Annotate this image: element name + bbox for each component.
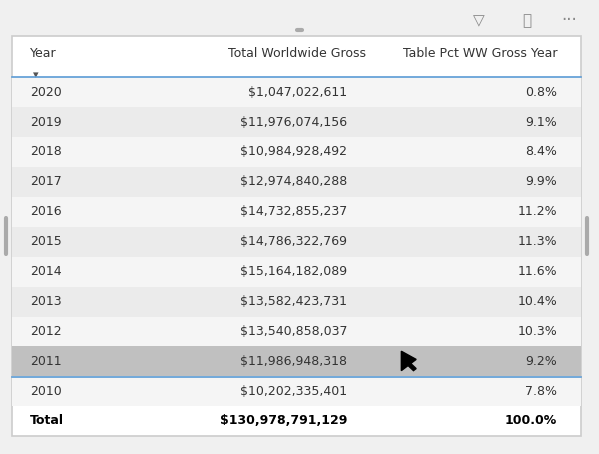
Bar xyxy=(12,167,581,197)
Bar xyxy=(12,137,581,167)
Text: $12,974,840,288: $12,974,840,288 xyxy=(240,175,347,188)
Text: ···: ··· xyxy=(561,11,577,30)
Text: $14,732,855,237: $14,732,855,237 xyxy=(240,205,347,218)
Text: 11.2%: 11.2% xyxy=(518,205,557,218)
Text: $1,047,022,611: $1,047,022,611 xyxy=(249,86,347,99)
Bar xyxy=(12,77,581,107)
Text: $11,986,948,318: $11,986,948,318 xyxy=(240,355,347,368)
Text: ⛶: ⛶ xyxy=(522,13,532,28)
Text: 11.3%: 11.3% xyxy=(518,235,557,248)
Text: 2018: 2018 xyxy=(30,145,62,158)
Text: Total Worldwide Gross: Total Worldwide Gross xyxy=(228,47,365,60)
Bar xyxy=(12,197,581,227)
Text: Year: Year xyxy=(30,47,56,60)
Text: 8.4%: 8.4% xyxy=(525,145,557,158)
Text: $13,540,858,037: $13,540,858,037 xyxy=(240,325,347,338)
Text: 9.2%: 9.2% xyxy=(525,355,557,368)
Text: ▽: ▽ xyxy=(473,13,485,28)
Text: Total: Total xyxy=(30,415,64,427)
Text: 2017: 2017 xyxy=(30,175,62,188)
Bar xyxy=(12,376,581,406)
Bar xyxy=(12,227,581,257)
Text: Table Pct WW Gross Year: Table Pct WW Gross Year xyxy=(403,47,557,60)
Text: 0.8%: 0.8% xyxy=(525,86,557,99)
Text: 7.8%: 7.8% xyxy=(525,385,557,398)
Text: 2016: 2016 xyxy=(30,205,62,218)
Bar xyxy=(12,346,581,376)
Text: 10.3%: 10.3% xyxy=(518,325,557,338)
Text: $10,202,335,401: $10,202,335,401 xyxy=(240,385,347,398)
Text: 2011: 2011 xyxy=(30,355,62,368)
Text: 2013: 2013 xyxy=(30,295,62,308)
Bar xyxy=(12,257,581,286)
Text: 2020: 2020 xyxy=(30,86,62,99)
Bar xyxy=(12,286,581,316)
Text: 9.1%: 9.1% xyxy=(525,116,557,128)
Bar xyxy=(12,107,581,137)
Text: 2012: 2012 xyxy=(30,325,62,338)
Text: $130,978,791,129: $130,978,791,129 xyxy=(220,415,347,427)
Text: $13,582,423,731: $13,582,423,731 xyxy=(240,295,347,308)
Text: 100.0%: 100.0% xyxy=(505,415,557,427)
Text: ▾: ▾ xyxy=(33,70,38,80)
Text: $10,984,928,492: $10,984,928,492 xyxy=(240,145,347,158)
Polygon shape xyxy=(401,351,416,370)
Text: $14,786,322,769: $14,786,322,769 xyxy=(240,235,347,248)
Text: 2015: 2015 xyxy=(30,235,62,248)
Text: 9.9%: 9.9% xyxy=(525,175,557,188)
Text: 2010: 2010 xyxy=(30,385,62,398)
Text: 2019: 2019 xyxy=(30,116,62,128)
Text: $11,976,074,156: $11,976,074,156 xyxy=(240,116,347,128)
Text: 2014: 2014 xyxy=(30,265,62,278)
Text: 10.4%: 10.4% xyxy=(518,295,557,308)
Text: $15,164,182,089: $15,164,182,089 xyxy=(240,265,347,278)
FancyBboxPatch shape xyxy=(12,36,581,436)
Bar xyxy=(12,316,581,346)
Text: 11.6%: 11.6% xyxy=(518,265,557,278)
